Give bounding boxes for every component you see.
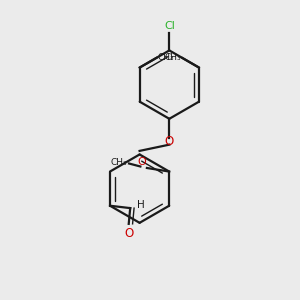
- Text: Cl: Cl: [164, 21, 175, 31]
- Text: H: H: [137, 200, 145, 209]
- Text: O: O: [165, 135, 174, 148]
- Text: O: O: [138, 158, 146, 167]
- Text: O: O: [124, 227, 133, 240]
- Text: CH₃: CH₃: [164, 53, 181, 62]
- Text: CH₃: CH₃: [158, 53, 175, 62]
- Text: CH₃: CH₃: [111, 158, 128, 167]
